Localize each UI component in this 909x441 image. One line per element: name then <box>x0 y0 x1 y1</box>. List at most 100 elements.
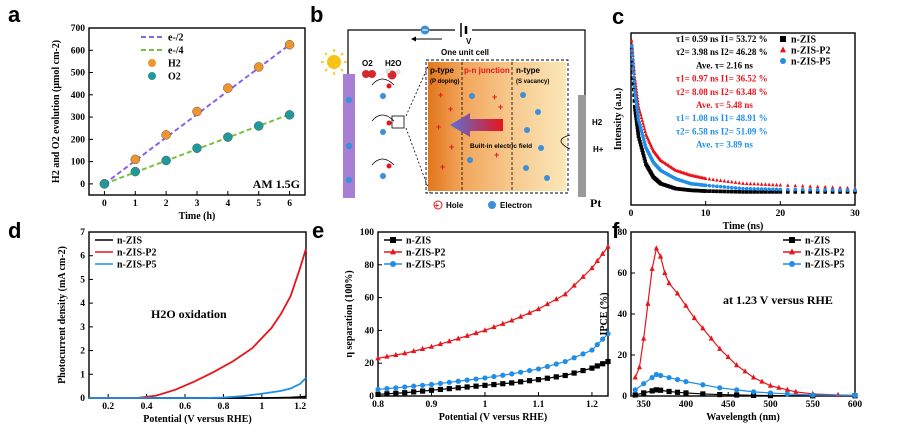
lifetime-annotation: τ1= 0.97 ns I1= 36.52 % <box>676 74 768 84</box>
data-point-n-ZIS-P2 <box>641 121 645 125</box>
data-point-n-ZIS-P2 <box>384 353 390 359</box>
data-point-n-ZIS-P2 <box>793 388 799 394</box>
data-point-n-ZIS <box>482 382 488 388</box>
x-tick-label: 1 <box>259 402 264 412</box>
data-point-H2 <box>284 39 295 50</box>
data-point-n-ZIS <box>808 190 812 194</box>
data-point-n-ZIS-P2 <box>653 245 659 251</box>
data-point-n-ZIS <box>446 386 452 392</box>
x-tick-label: 1 <box>133 199 138 209</box>
svg-text:+: + <box>438 90 443 100</box>
data-point-n-ZIS-P2 <box>571 282 577 288</box>
data-point-n-ZIS-P5 <box>759 187 764 191</box>
data-point-n-ZIS-P5 <box>722 185 727 189</box>
data-point-n-ZIS-P5 <box>634 103 639 107</box>
data-point-n-ZIS-P5 <box>771 187 775 192</box>
data-point-n-ZIS-P2 <box>715 177 719 182</box>
data-point-n-ZIS <box>734 392 740 398</box>
data-point-n-ZIS-P5 <box>482 375 488 381</box>
y-tick-label: 3 <box>80 323 85 333</box>
data-point-n-ZIS <box>633 110 638 115</box>
data-point-n-ZIS-P5 <box>631 66 636 71</box>
legend-label: n-ZIS <box>406 236 431 247</box>
data-point-n-ZIS-P2 <box>734 362 740 368</box>
svg-text:+: + <box>435 201 440 210</box>
data-point-O2 <box>284 110 295 120</box>
n-region <box>512 62 566 191</box>
data-point-n-ZIS-P5 <box>638 126 643 130</box>
data-point-n-ZIS-P2 <box>600 250 606 256</box>
data-point-n-ZIS-P2 <box>750 374 757 380</box>
data-point-n-ZIS-P5 <box>600 336 606 342</box>
data-point-n-ZIS <box>718 189 723 194</box>
data-point-n-ZIS-P5 <box>707 183 712 188</box>
data-point-n-ZIS <box>636 131 640 136</box>
data-point-n-ZIS-P5 <box>737 186 742 191</box>
data-point-n-ZIS <box>637 137 642 141</box>
data-point-n-ZIS-P2 <box>580 273 586 279</box>
data-point-n-ZIS <box>605 358 611 365</box>
data-point-n-ZIS-P2 <box>605 243 611 249</box>
data-point-n-ZIS-P2 <box>718 178 723 182</box>
data-point-n-ZIS-P5 <box>733 186 738 190</box>
data-point-H2 <box>192 106 202 117</box>
panel-label-b: b <box>310 2 323 27</box>
data-point-n-ZIS <box>384 391 390 397</box>
y-tick-label: 100 <box>71 158 86 168</box>
data-point-n-ZIS-P5 <box>853 188 857 193</box>
x-tick-label: 10 <box>701 209 711 219</box>
unit-cell-label: One unit cell <box>441 48 489 57</box>
data-point-n-ZIS-P5 <box>636 115 640 119</box>
data-point-n-ZIS-P2 <box>823 184 827 189</box>
pn-label: p-n junction <box>464 66 510 75</box>
series-line-n-ZIS-P5 <box>377 333 609 391</box>
data-point-n-ZIS <box>715 189 719 194</box>
data-point-n-ZIS-P5 <box>718 184 723 189</box>
x-tick-label: 20 <box>776 209 786 219</box>
data-point-n-ZIS-P2 <box>666 280 672 286</box>
data-point-n-ZIS-P2 <box>482 327 488 333</box>
data-point-n-ZIS <box>815 190 820 194</box>
series-line-n-ZIS-P5 <box>89 377 307 399</box>
legend-label: n-ZIS <box>791 35 816 46</box>
data-point-n-ZIS <box>707 189 712 193</box>
data-point-n-ZIS-P5 <box>562 358 568 365</box>
data-point-n-ZIS <box>823 190 827 194</box>
data-point-n-ZIS-P2 <box>725 353 731 360</box>
legend-label: n-ZIS-P2 <box>791 46 830 57</box>
svg-text:+: + <box>448 104 453 114</box>
data-point-n-ZIS <box>640 148 644 152</box>
y-tick-label: 5 <box>80 275 85 285</box>
data-point-n-ZIS-P2 <box>500 320 506 326</box>
ntype-label: n-type <box>516 66 541 75</box>
legend-marker <box>780 36 786 42</box>
data-point-n-ZIS-P2 <box>428 343 435 349</box>
data-point-n-ZIS-P2 <box>553 296 559 302</box>
data-point-n-ZIS-P5 <box>810 392 816 398</box>
data-point-n-ZIS-P2 <box>641 123 646 128</box>
pt-electrode <box>578 95 586 197</box>
svg-text:+: + <box>449 142 454 152</box>
x-tick-label: 500 <box>763 400 778 410</box>
y-tick-label: 300 <box>71 113 86 123</box>
x-tick-label: 450 <box>721 400 736 410</box>
data-point-n-ZIS <box>631 81 636 86</box>
data-point-n-ZIS-P2 <box>638 109 642 114</box>
panel-label-a: a <box>8 2 21 27</box>
data-point-n-ZIS-P5 <box>666 374 672 381</box>
data-point-n-ZIS <box>634 116 639 121</box>
data-point-n-ZIS-P2 <box>464 332 470 338</box>
data-point-n-ZIS <box>526 378 533 384</box>
data-point-n-ZIS <box>778 190 783 194</box>
data-point-n-ZIS <box>717 391 723 398</box>
data-point-n-ZIS-P5 <box>674 377 681 383</box>
data-point-n-ZIS-P2 <box>800 183 805 188</box>
data-point-n-ZIS-P2 <box>763 182 768 186</box>
y-tick-label: 700 <box>71 24 86 34</box>
data-point-n-ZIS-P5 <box>640 131 644 136</box>
data-point-n-ZIS-P5 <box>535 366 542 372</box>
data-point-n-ZIS-P2 <box>759 378 765 384</box>
data-point-n-ZIS-P5 <box>428 381 435 388</box>
legend-label: n-ZIS-P5 <box>117 260 156 271</box>
lifetime-annotation: Ave. τ= 5.48 ns <box>696 100 753 110</box>
